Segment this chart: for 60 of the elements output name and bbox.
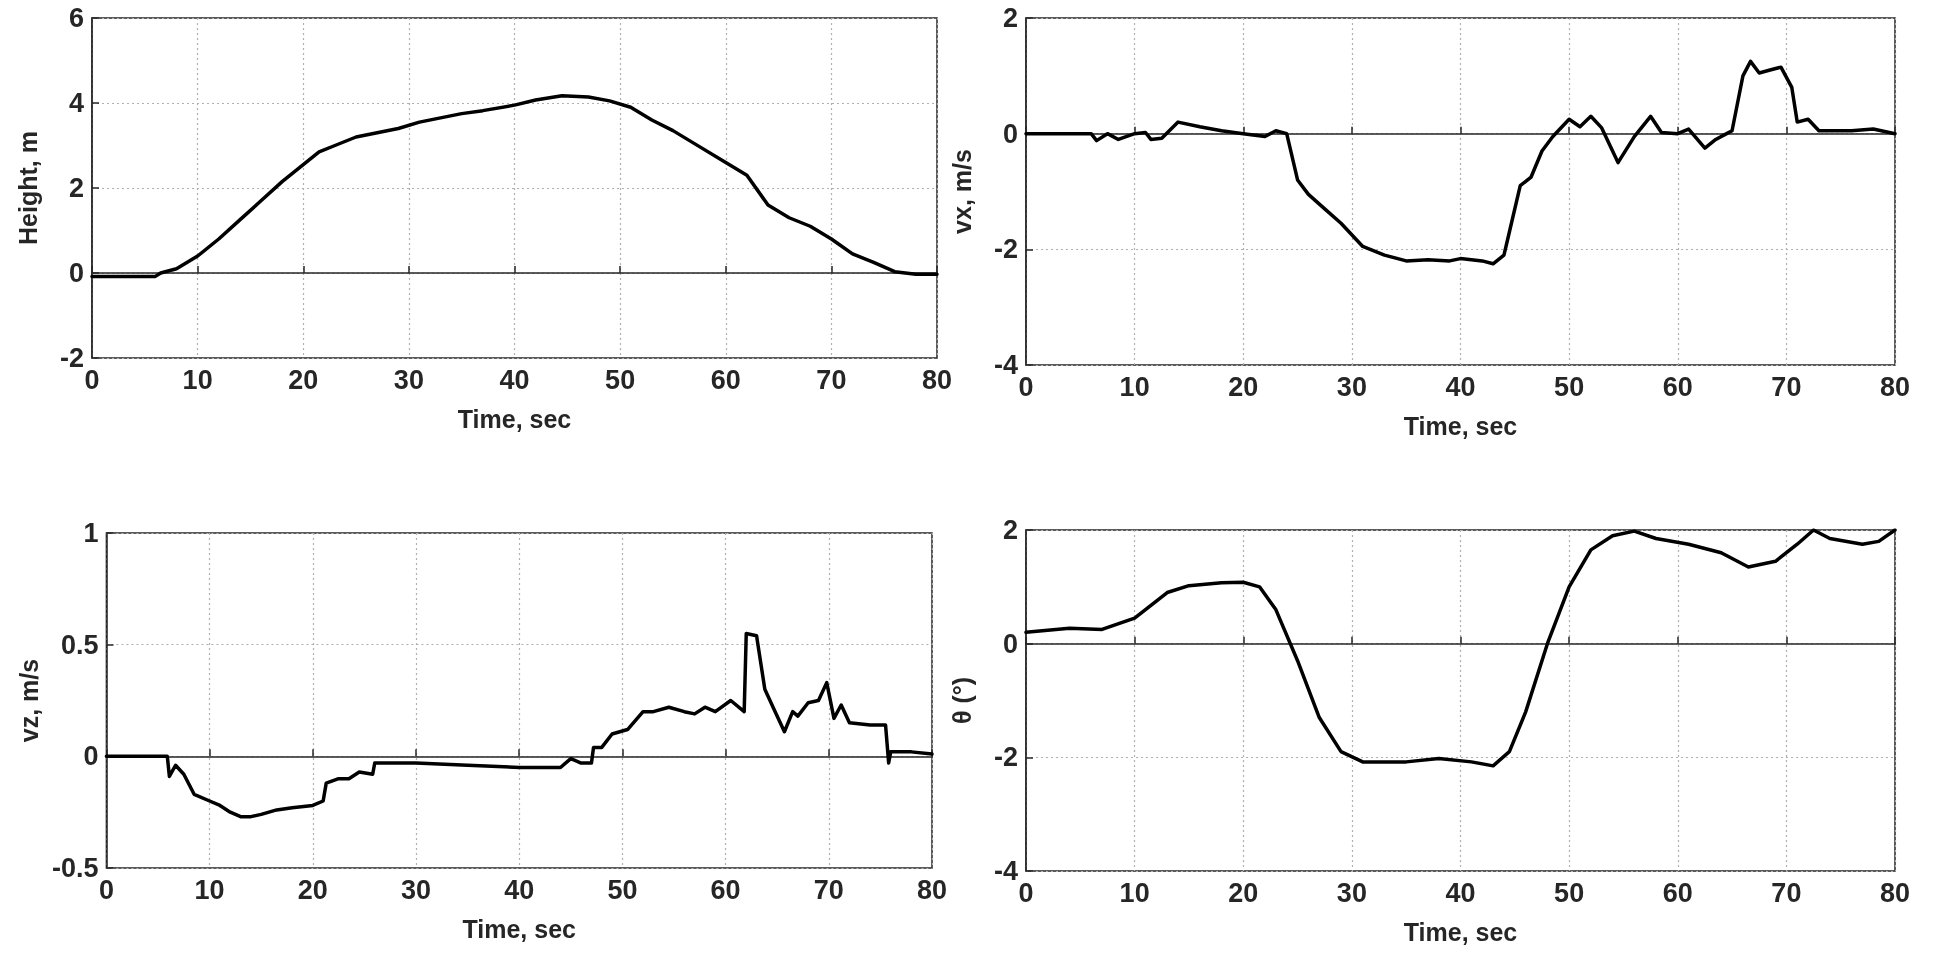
y-tick-label: 0.5 [60, 629, 99, 660]
y-tick-label: 4 [68, 88, 84, 118]
x-tick-label: 50 [607, 874, 638, 905]
x-tick-label: 30 [393, 364, 424, 395]
y-tick-label: -2 [993, 234, 1018, 265]
line-series [90, 94, 939, 279]
x-axis-title: Time, sec [1403, 917, 1518, 946]
y-tick-label: 0 [83, 741, 99, 772]
x-tick-label: 10 [182, 364, 213, 395]
x-tick-label: 40 [1445, 877, 1476, 908]
y-tick-label: -2 [993, 742, 1018, 773]
x-tick-label: 30 [400, 874, 432, 905]
x-tick-label: 10 [194, 874, 225, 905]
x-tick-label: 40 [504, 874, 535, 905]
y-axis-title: Height, m [13, 131, 42, 245]
y-tick-label: 6 [68, 3, 84, 33]
line-series [104, 631, 934, 819]
y-tick-label: 0 [1002, 628, 1018, 659]
y-tick-label: -4 [993, 350, 1018, 380]
x-tick-label: 70 [816, 364, 847, 395]
x-tick-label: 80 [916, 874, 948, 905]
x-tick-label: 50 [605, 364, 636, 395]
y-tick-label: -2 [59, 343, 84, 373]
x-tick-label: 30 [1336, 371, 1367, 402]
x-axis-title: Time, sec [462, 914, 577, 943]
y-axis-title: vz, m/s [14, 658, 43, 743]
x-tick-label: 20 [1228, 371, 1259, 402]
x-tick-label: 20 [1228, 877, 1259, 908]
x-tick-label: 50 [1554, 877, 1585, 908]
x-tick-label: 60 [710, 364, 741, 395]
y-tick-label: 2 [68, 173, 84, 203]
y-tick-label: 1 [83, 518, 99, 548]
y-tick-label: -0.5 [51, 853, 99, 883]
y-tick-label: 0 [1002, 118, 1018, 149]
x-tick-label: 50 [1554, 371, 1585, 402]
x-tick-label: 10 [1119, 877, 1150, 908]
line-series [1024, 59, 1897, 266]
y-axis-title: θ (°) [947, 676, 976, 725]
x-tick-label: 60 [1662, 371, 1693, 402]
x-tick-label: 20 [288, 364, 319, 395]
x-tick-label: 70 [1771, 371, 1802, 402]
x-tick-label: 70 [1771, 877, 1802, 908]
x-tick-label: 60 [1662, 877, 1693, 908]
x-tick-label: 40 [499, 364, 530, 395]
x-axis-title: Time, sec [457, 404, 572, 433]
x-tick-label: 40 [1445, 371, 1476, 402]
y-tick-label: 2 [1002, 3, 1018, 33]
x-tick-label: 30 [1336, 877, 1367, 908]
x-tick-label: 60 [710, 874, 741, 905]
x-tick-label: 80 [921, 364, 953, 395]
y-tick-label: 0 [68, 258, 84, 288]
x-tick-label: 20 [297, 874, 328, 905]
y-tick-label: -4 [993, 856, 1018, 886]
y-axis-title: vx, m/s [947, 149, 976, 234]
x-tick-label: 80 [1879, 371, 1911, 402]
x-tick-label: 70 [813, 874, 844, 905]
x-axis-title: Time, sec [1403, 411, 1518, 440]
y-tick-label: 2 [1002, 515, 1018, 545]
x-tick-label: 10 [1119, 371, 1150, 402]
x-tick-label: 80 [1879, 877, 1911, 908]
